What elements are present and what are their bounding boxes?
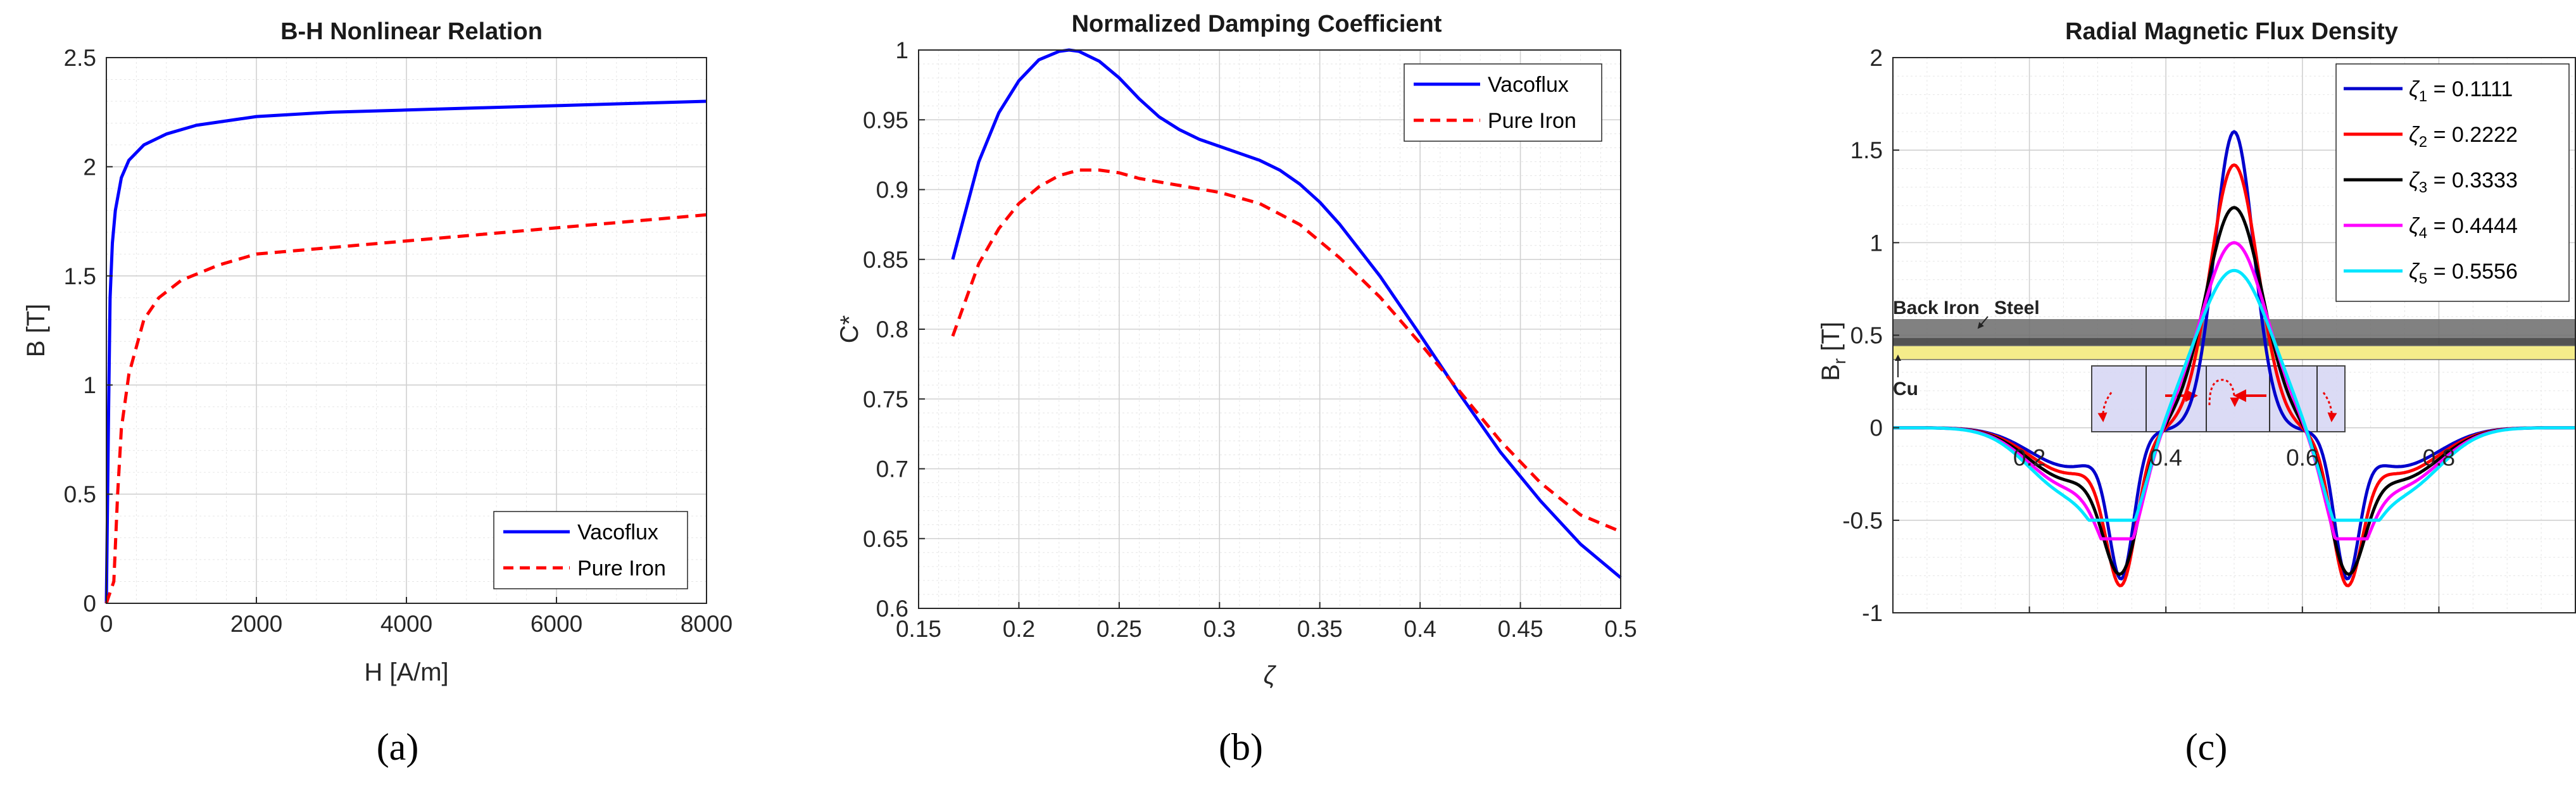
panel-b-legend-label-pure-iron: Pure Iron bbox=[1488, 109, 1576, 133]
panel-b-legend-box bbox=[1404, 63, 1602, 142]
y-tick-label: 0.95 bbox=[863, 107, 908, 133]
y-tick-label: 0.5 bbox=[1850, 323, 1883, 349]
panel-b-damping: Normalized Damping Coefficient 0.15 0.2 0.… bbox=[836, 11, 1637, 768]
y-tick-label: 0.6 bbox=[876, 596, 908, 622]
series-line-zeta-2 bbox=[1893, 163, 2575, 587]
panel-a-ylabel: B [T] bbox=[22, 304, 50, 357]
series-line-vacoflux bbox=[951, 48, 1622, 579]
x-tick-label: 6000 bbox=[531, 611, 582, 637]
y-tick-label: -0.5 bbox=[1842, 508, 1883, 534]
x-tick-label: 0.35 bbox=[1297, 616, 1343, 642]
x-tick-label: 0.6 bbox=[2286, 445, 2318, 471]
y-tick-label: 0.75 bbox=[863, 386, 908, 412]
x-tick-label: 0.4 bbox=[2149, 445, 2182, 471]
inset-back-iron-layer bbox=[1893, 319, 2575, 338]
x-tick-label: 4000 bbox=[380, 611, 432, 637]
panel-c-legend-label-zeta-4: ζ4 = 0.4444 bbox=[2409, 214, 2518, 242]
panel-c-caption: (c) bbox=[2185, 726, 2228, 768]
series-line-zeta-5 bbox=[1893, 268, 2575, 522]
y-tick-label: 0.65 bbox=[863, 526, 908, 552]
annotation-cu: Cu bbox=[1893, 379, 1918, 399]
panel-a-ticks: 0 2000 4000 6000 8000 0 0.5 1 1.5 2 2.5 bbox=[64, 45, 733, 637]
y-tick-label: 1.5 bbox=[64, 263, 96, 289]
annotation-back-iron: Back Iron bbox=[1893, 298, 1980, 318]
x-tick-label: 0.3 bbox=[1203, 616, 1236, 642]
x-tick-label: 0.2 bbox=[2013, 445, 2045, 471]
inset-flux-loop-left bbox=[2097, 392, 2113, 422]
y-tick-label: 2.5 bbox=[64, 45, 96, 71]
panel-b-legend: Vacoflux Pure Iron bbox=[1404, 63, 1602, 142]
panel-a-caption: (a) bbox=[377, 726, 419, 768]
y-tick-label: 0 bbox=[83, 591, 96, 617]
panel-b-caption: (b) bbox=[1219, 726, 1263, 768]
y-tick-label: 0.9 bbox=[876, 177, 908, 203]
panel-a-legend-box bbox=[493, 511, 688, 589]
annotation-steel: Steel bbox=[1994, 298, 2040, 318]
y-tick-label: 0.8 bbox=[876, 317, 908, 342]
panel-c-ylabel: Br [T] bbox=[1817, 322, 1849, 381]
x-tick-label: 0.25 bbox=[1096, 616, 1142, 642]
panel-c-legend: ζ1 = 0.1111 ζ2 = 0.2222 ζ3 = 0.3333 ζ4 = 0.… bbox=[2335, 63, 2570, 302]
panel-a-legend-label-vacoflux: Vacoflux bbox=[577, 520, 658, 544]
panel-b-title: Normalized Damping Coefficient bbox=[1072, 11, 1442, 37]
panel-c-legend-label-zeta-3: ζ3 = 0.3333 bbox=[2409, 168, 2518, 196]
x-tick-label: 0.5 bbox=[1604, 616, 1637, 642]
annotation-steel-pointer bbox=[1977, 316, 1989, 329]
panel-c-flux-density: Radial Magnetic Flux Density Back Iron S… bbox=[1817, 18, 2576, 768]
y-tick-label: 0.85 bbox=[863, 247, 908, 273]
inset-magnet-array bbox=[2091, 365, 2346, 432]
y-tick-label: 1.5 bbox=[1850, 137, 1883, 163]
y-tick-label: 1 bbox=[1869, 230, 1883, 256]
inset-steel-layer bbox=[1893, 338, 2575, 346]
panel-b-series bbox=[951, 48, 1622, 579]
y-tick-label: 1 bbox=[83, 372, 96, 398]
x-tick-label: 0.8 bbox=[2423, 445, 2455, 471]
x-tick-label: 0.45 bbox=[1498, 616, 1543, 642]
panel-a-title: B-H Nonlinear Relation bbox=[280, 18, 543, 45]
inset-cu-layer bbox=[1892, 345, 2576, 360]
x-tick-label: 0.2 bbox=[1003, 616, 1035, 642]
panel-c-legend-box bbox=[2335, 63, 2570, 302]
y-tick-label: 0.7 bbox=[876, 456, 908, 482]
x-tick-label: 0.4 bbox=[1404, 616, 1436, 642]
panel-a-bh-curve: B-H Nonlinear Relation 0 2000 4000 6000 8000… bbox=[22, 18, 732, 768]
panel-c-title: Radial Magnetic Flux Density bbox=[2065, 18, 2398, 45]
series-line-vacoflux bbox=[104, 99, 707, 604]
series-line-pure-iron bbox=[951, 168, 1621, 534]
y-tick-label: 2 bbox=[1869, 45, 1883, 71]
panel-b-ticks: 0.15 0.2 0.25 0.3 0.35 0.4 0.45 0.5 0.6 0.65 0.7 0.… bbox=[863, 37, 1637, 642]
panel-c-ticks: 0.2 0.4 0.6 0.8 -1 -0.5 0 0.5 1 1.5 2 bbox=[1842, 45, 2455, 626]
x-tick-label: 8000 bbox=[681, 611, 732, 637]
panel-c-legend-label-zeta-5: ζ5 = 0.5556 bbox=[2409, 260, 2518, 287]
y-tick-label: 1 bbox=[895, 37, 908, 63]
y-tick-label: 0.5 bbox=[64, 482, 96, 508]
panel-a-legend-label-pure-iron: Pure Iron bbox=[577, 556, 666, 581]
panel-a-legend: Vacoflux Pure Iron bbox=[493, 511, 688, 589]
panel-b-xlabel: ζ bbox=[1264, 662, 1277, 689]
series-line-pure-iron bbox=[104, 213, 707, 604]
panel-b-ylabel: C* bbox=[836, 315, 864, 343]
inset-flux-loop-right bbox=[2322, 392, 2337, 422]
panel-c-series bbox=[1893, 130, 2575, 587]
panel-c-legend-items: ζ1 = 0.1111 ζ2 = 0.2222 ζ3 = 0.3333 ζ4 = 0.… bbox=[2344, 77, 2518, 287]
series-line-zeta-1 bbox=[1893, 130, 2575, 581]
x-tick-label: 0 bbox=[100, 611, 113, 637]
inset-flux-loop-center bbox=[2208, 379, 2240, 407]
y-tick-label: -1 bbox=[1862, 600, 1883, 626]
panel-a-series bbox=[104, 99, 707, 604]
x-tick-label: 2000 bbox=[230, 611, 282, 637]
y-tick-label: 2 bbox=[83, 154, 96, 180]
panel-c-legend-label-zeta-1: ζ1 = 0.1111 bbox=[2409, 77, 2513, 105]
panel-a-xlabel: H [A/m] bbox=[364, 658, 448, 686]
y-tick-label: 0 bbox=[1869, 415, 1883, 441]
x-tick-label: 0.15 bbox=[896, 616, 941, 642]
panel-b-legend-label-vacoflux: Vacoflux bbox=[1488, 73, 1569, 97]
series-line-zeta-3 bbox=[1893, 206, 2575, 576]
panel-c-legend-label-zeta-2: ζ2 = 0.2222 bbox=[2409, 123, 2518, 151]
